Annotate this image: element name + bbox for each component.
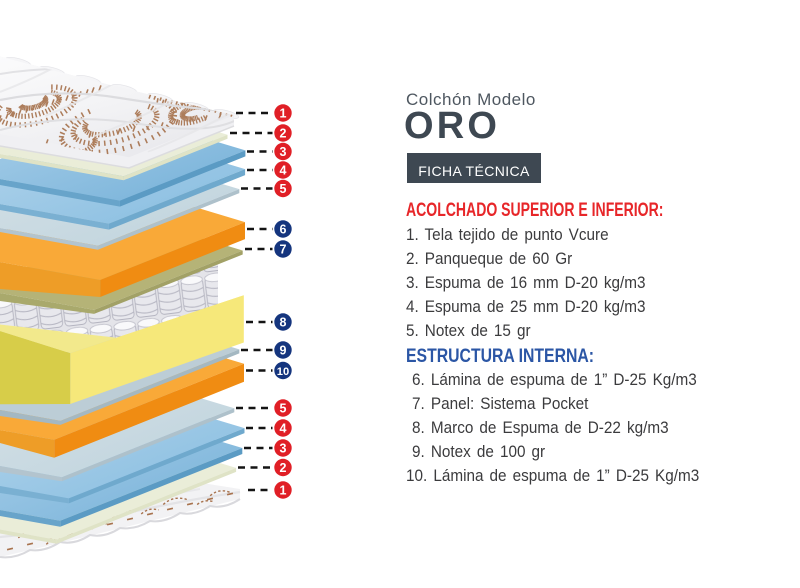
svg-text:8: 8	[280, 315, 287, 329]
svg-text:5: 5	[280, 401, 287, 415]
svg-text:4: 4	[280, 421, 287, 435]
svg-text:7: 7	[280, 242, 287, 256]
svg-text:3: 3	[280, 441, 287, 455]
svg-text:2: 2	[280, 126, 287, 140]
svg-text:6: 6	[280, 222, 287, 236]
svg-text:10: 10	[277, 366, 289, 378]
svg-text:3: 3	[280, 145, 287, 159]
svg-text:2: 2	[280, 461, 287, 475]
svg-text:5: 5	[280, 182, 287, 196]
svg-text:1: 1	[280, 483, 287, 497]
svg-text:1: 1	[280, 106, 287, 120]
svg-text:9: 9	[280, 343, 287, 357]
svg-text:4: 4	[280, 163, 287, 177]
